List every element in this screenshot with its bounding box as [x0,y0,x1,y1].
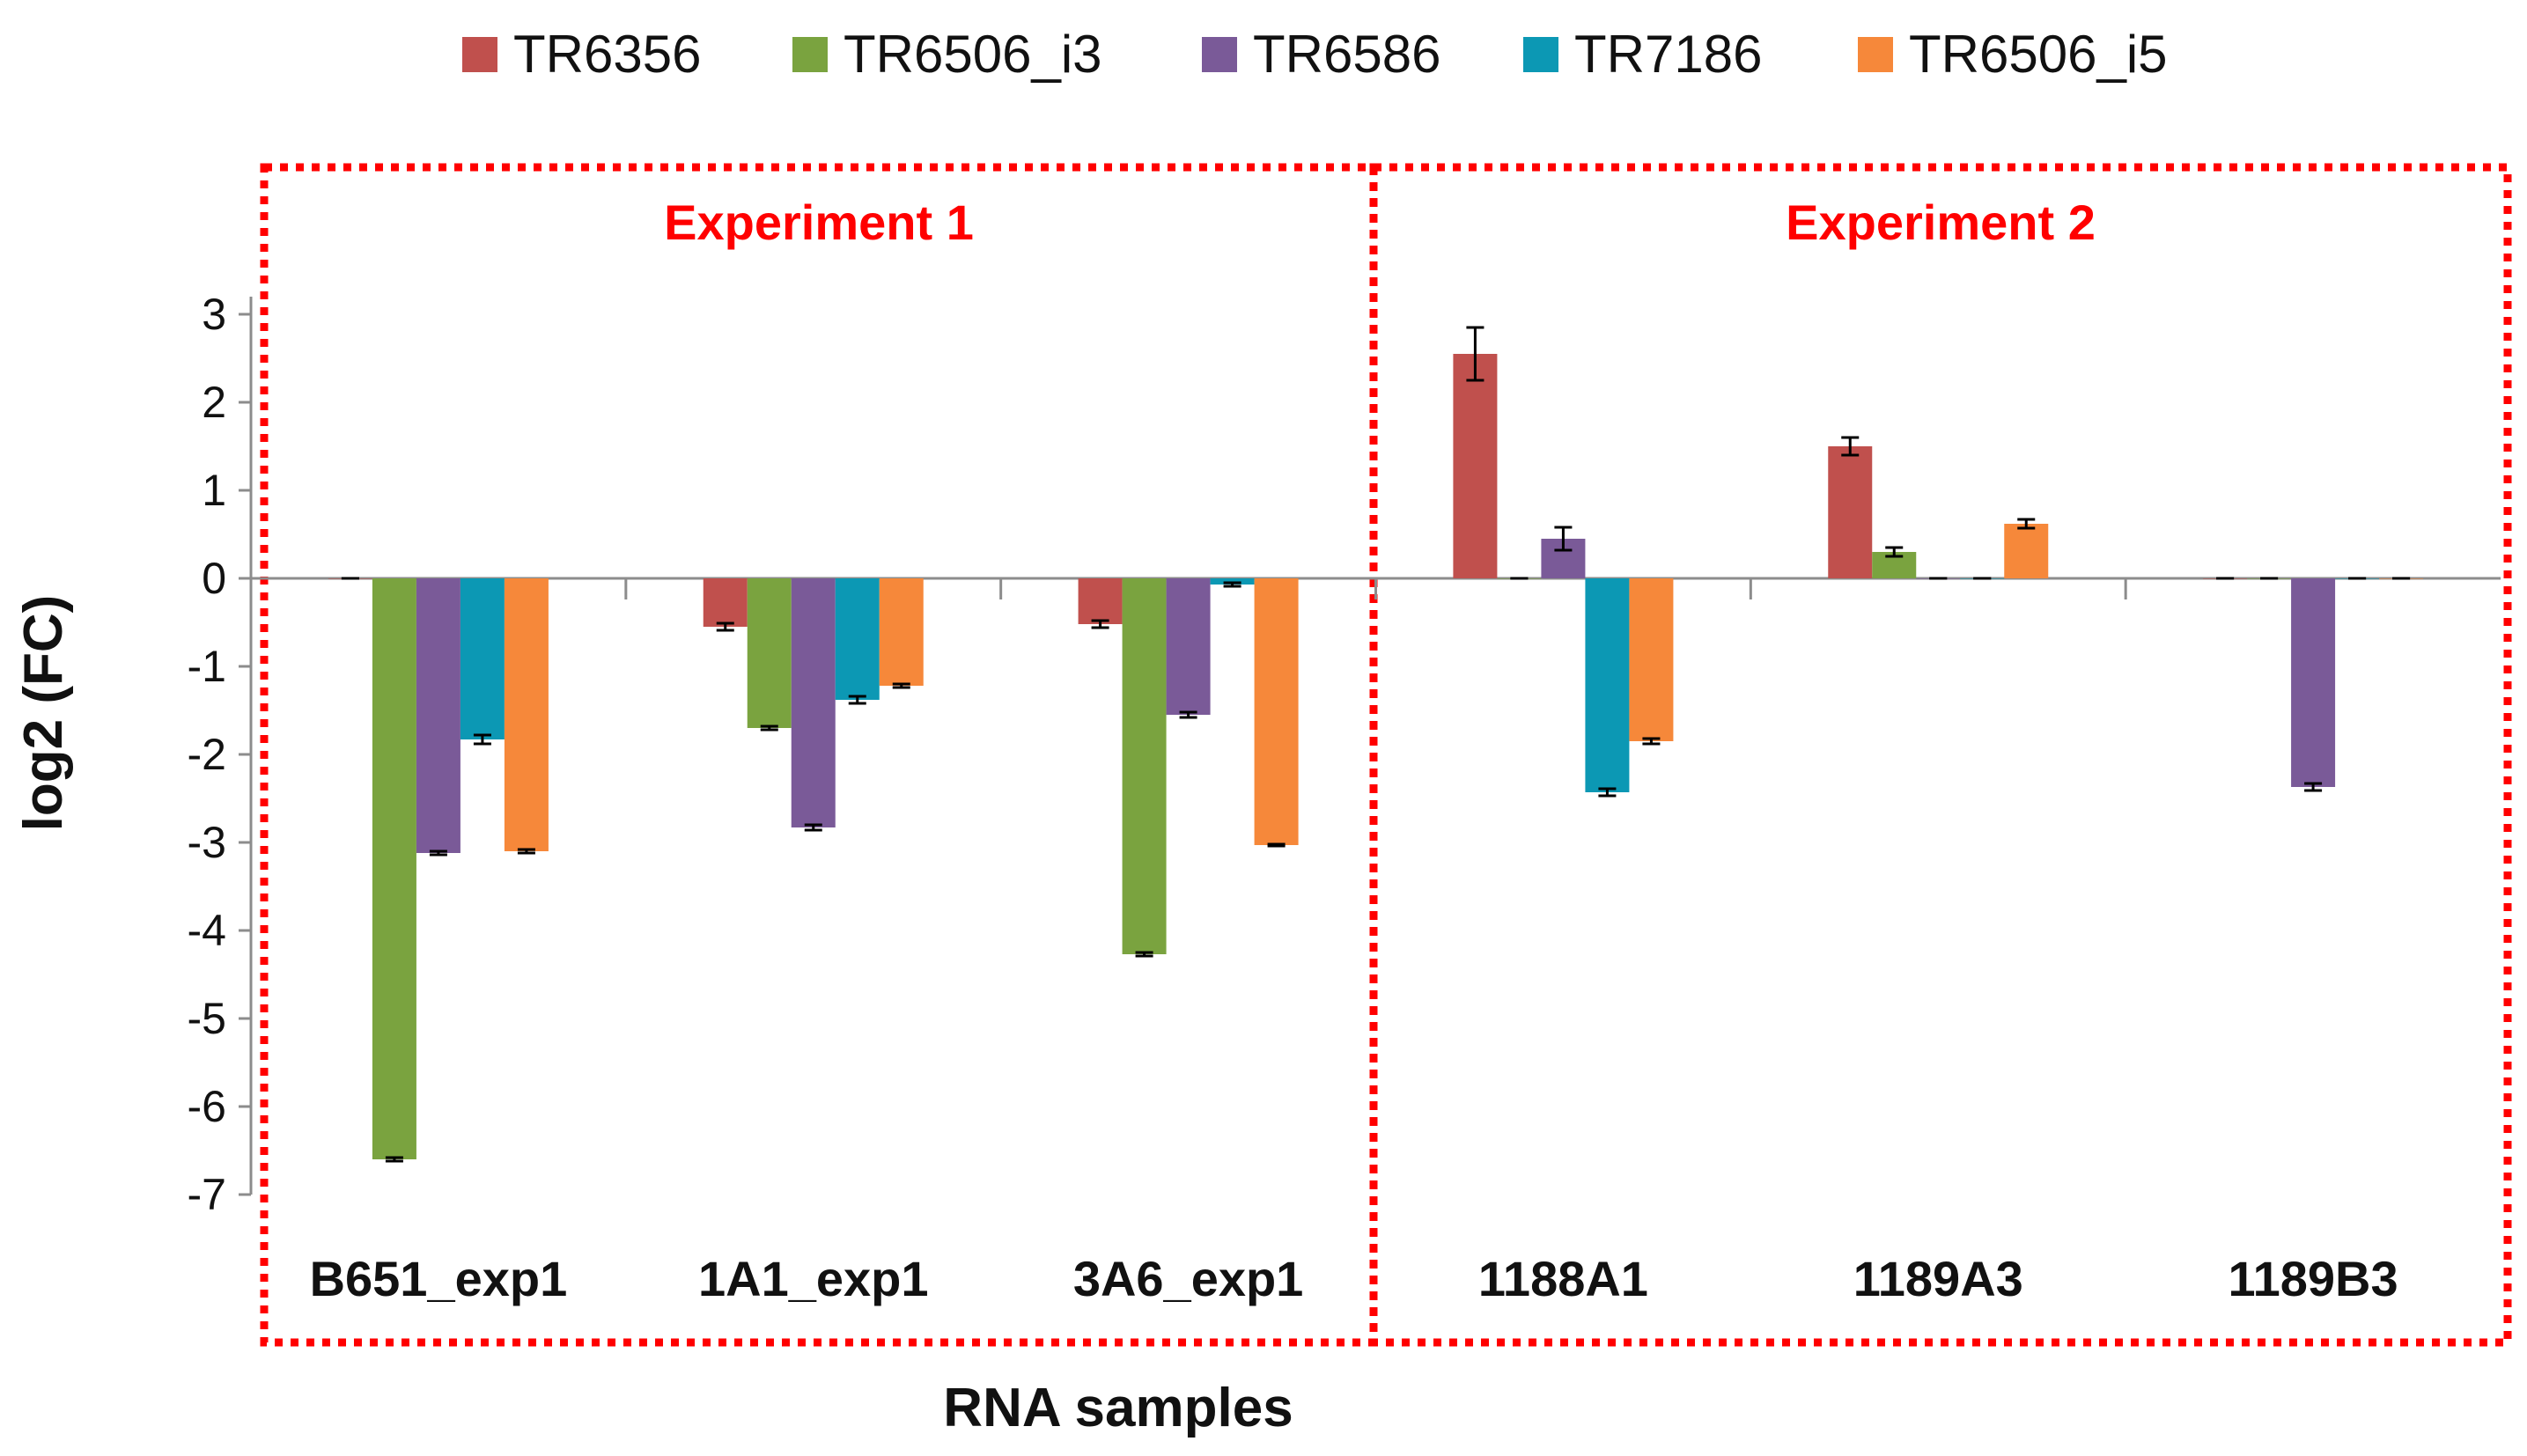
y-tick-label: 0 [202,554,226,603]
y-tick-label: -7 [188,1170,226,1219]
legend-swatch-TR6506_i3 [792,37,828,72]
legend-swatch-TR6586 [1202,37,1237,72]
y-tick-label: -6 [188,1082,226,1131]
y-tick-label: -3 [188,818,226,867]
y-tick-label: -2 [188,730,226,779]
bar-TR6356-1189A3 [1828,446,1873,578]
bar-TR6356-1188A1 [1453,354,1498,578]
category-label: B651_exp1 [310,1251,568,1306]
bar-TR7186-1A1_exp1 [835,578,880,700]
bar-TR6506_i5-3A6_exp1 [1254,578,1299,845]
panel-title-experiment-1: Experiment 1 [664,195,974,250]
bars [328,354,2424,1159]
legend-label-TR6506_i5: TR6506_i5 [1909,25,2168,84]
bar-TR6506_i5-1A1_exp1 [879,578,924,686]
category-labels: B651_exp1 1A1_exp1 3A6_exp1 1188A1 1189A3 118… [310,1251,2398,1306]
bar-TR6586-3A6_exp1 [1166,578,1211,715]
legend: TR6356 TR6506_i3 TR6586 TR7186 TR6506_i5 [462,25,2168,84]
panel-frames: Experiment 1 Experiment 2 [260,163,2512,1347]
category-label: 1A1_exp1 [698,1251,929,1306]
bar-TR6586-1189B3 [2291,578,2336,787]
bar-TR6586-B651_exp1 [416,578,460,853]
bar-TR6506_i3-1A1_exp1 [747,578,792,728]
legend-label-TR7186: TR7186 [1574,25,1762,84]
bar-TR6506_i5-1188A1 [1629,578,1674,741]
legend-swatch-TR6356 [462,37,497,72]
y-tick-label: -5 [188,994,226,1043]
category-label: 1189A3 [1853,1251,2023,1306]
y-tick-label: 2 [202,378,226,427]
y-tick-label: 1 [202,466,226,515]
panel-frame-experiment-2 [1369,163,2512,1347]
bar-TR6356-3A6_exp1 [1078,578,1123,624]
legend-swatch-TR6506_i5 [1858,37,1893,72]
bar-TR7186-1188A1 [1585,578,1630,792]
error-bars [341,326,2411,1163]
category-label: 3A6_exp1 [1073,1251,1304,1306]
legend-label-TR6506_i3: TR6506_i3 [844,25,1102,84]
bar-TR6506_i5-B651_exp1 [504,578,549,851]
legend-label-TR6356: TR6356 [513,25,701,84]
bar-TR6356-1A1_exp1 [703,578,748,627]
category-label: 1188A1 [1478,1251,1648,1306]
y-axis-title: log2 (FC) [13,595,74,832]
y-tick-label: 3 [202,290,226,339]
legend-swatch-TR7186 [1523,37,1558,72]
panel-title-experiment-2: Experiment 2 [1786,195,2096,250]
x-axis-title: RNA samples [943,1378,1293,1438]
bar-TR6506_i3-3A6_exp1 [1122,578,1167,954]
bar-TR6586-1A1_exp1 [791,578,836,827]
y-tick-label: -1 [188,642,226,691]
bar-TR6506_i3-B651_exp1 [372,578,416,1159]
axes: 3 2 1 0 -1 -2 -3 -4 -5 -6 -7 [188,290,2501,1219]
bar-TR7186-B651_exp1 [460,578,505,739]
legend-label-TR6586: TR6586 [1253,25,1440,84]
category-label: 1189B3 [2229,1251,2398,1306]
bar-TR6506_i5-1189A3 [2004,524,2049,578]
y-tick-label: -4 [188,906,226,955]
